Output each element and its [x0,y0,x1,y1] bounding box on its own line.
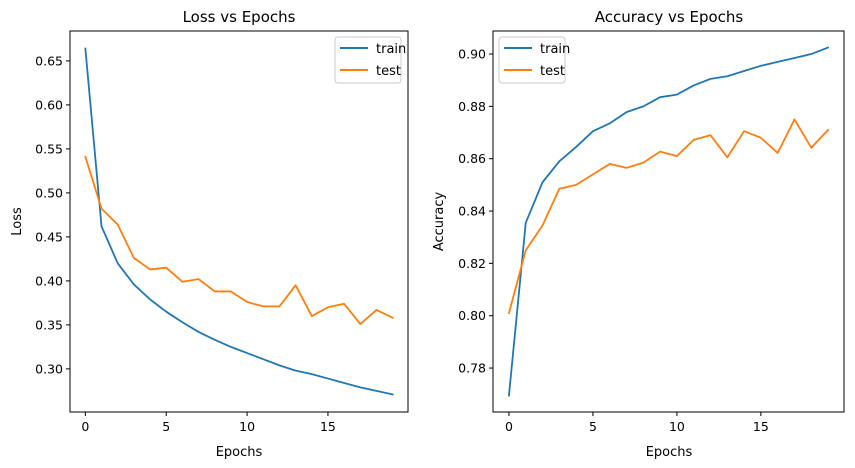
accuracy-y-tick-label-2: 0.82 [458,256,486,271]
loss-legend: train test [334,36,406,84]
loss-x-tick-label-3: 15 [320,419,336,434]
loss-chart: Loss vs Epochs Epochs Loss train test 0 5… [10,8,409,460]
loss-y-tick-label-0: 0.30 [35,361,63,376]
loss-y-tick-label-3: 0.45 [35,229,63,244]
loss-y-tick-label-7: 0.65 [35,53,63,68]
loss-legend-label-train: train [376,42,406,57]
loss-x-tick-label-0: 0 [81,419,89,434]
accuracy-y-tick-label-3: 0.84 [458,204,486,219]
accuracy-y-tick-label-4: 0.86 [458,151,486,166]
accuracy-plot-area [507,46,830,397]
accuracy-legend-label-test: test [540,64,565,79]
loss-x-tick-label-1: 5 [162,419,170,434]
accuracy-y-tick-label-5: 0.88 [458,99,486,114]
loss-legend-label-test: test [376,64,401,79]
accuracy-legend: train test [498,36,570,84]
loss-y-tick-label-4: 0.50 [35,185,63,200]
accuracy-y-tick-label-0: 0.78 [458,361,486,376]
loss-y-tick-label-2: 0.40 [35,273,63,288]
accuracy-y-tick-label-1: 0.80 [458,308,486,323]
loss-x-axis-label: Epochs [216,445,263,460]
loss-chart-title: Loss vs Epochs [183,8,296,26]
loss-axes-frame [69,30,409,413]
loss-y-tick-label-5: 0.55 [35,141,63,156]
accuracy-chart-title: Accuracy vs Epochs [595,8,744,26]
accuracy-chart: Accuracy vs Epochs Epochs Accuracy train… [432,8,845,460]
loss-x-tick-label-2: 10 [239,419,255,434]
accuracy-legend-label-train: train [540,42,570,57]
loss-plot-area [84,47,394,396]
accuracy-axes-frame [492,30,845,413]
loss-series-line-train [84,47,394,396]
accuracy-y-tick-label-6: 0.90 [458,47,486,62]
accuracy-x-tick-label-1: 5 [589,419,597,434]
loss-y-axis-label: Loss [10,207,25,236]
loss-y-tick-label-6: 0.60 [35,97,63,112]
accuracy-x-tick-label-3: 15 [753,419,769,434]
accuracy-y-axis-label: Accuracy [432,192,447,252]
loss-y-tick-label-1: 0.35 [35,317,63,332]
accuracy-series-line-train [507,46,830,397]
accuracy-series-line-test [507,118,830,315]
accuracy-x-axis-label: Epochs [646,445,693,460]
accuracy-x-tick-label-2: 10 [669,419,685,434]
loss-series-line-test [84,155,394,325]
accuracy-x-tick-label-0: 0 [505,419,513,434]
